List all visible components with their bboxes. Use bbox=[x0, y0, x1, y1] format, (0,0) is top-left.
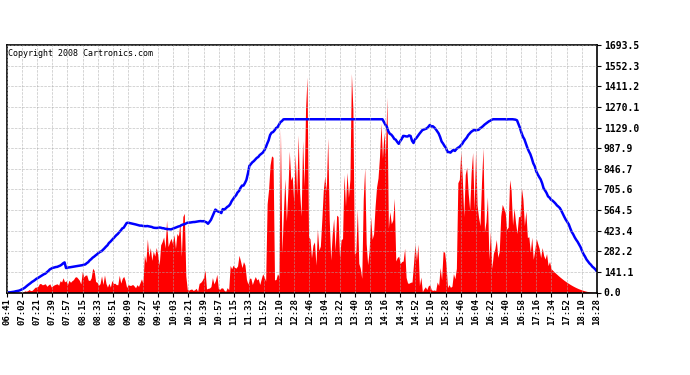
Text: Copyright 2008 Cartronics.com: Copyright 2008 Cartronics.com bbox=[8, 49, 153, 58]
Text: West Array Actual Power (red) & Running Average Power (blue) (Watts) Thu Sep 25 : West Array Actual Power (red) & Running … bbox=[58, 18, 632, 27]
